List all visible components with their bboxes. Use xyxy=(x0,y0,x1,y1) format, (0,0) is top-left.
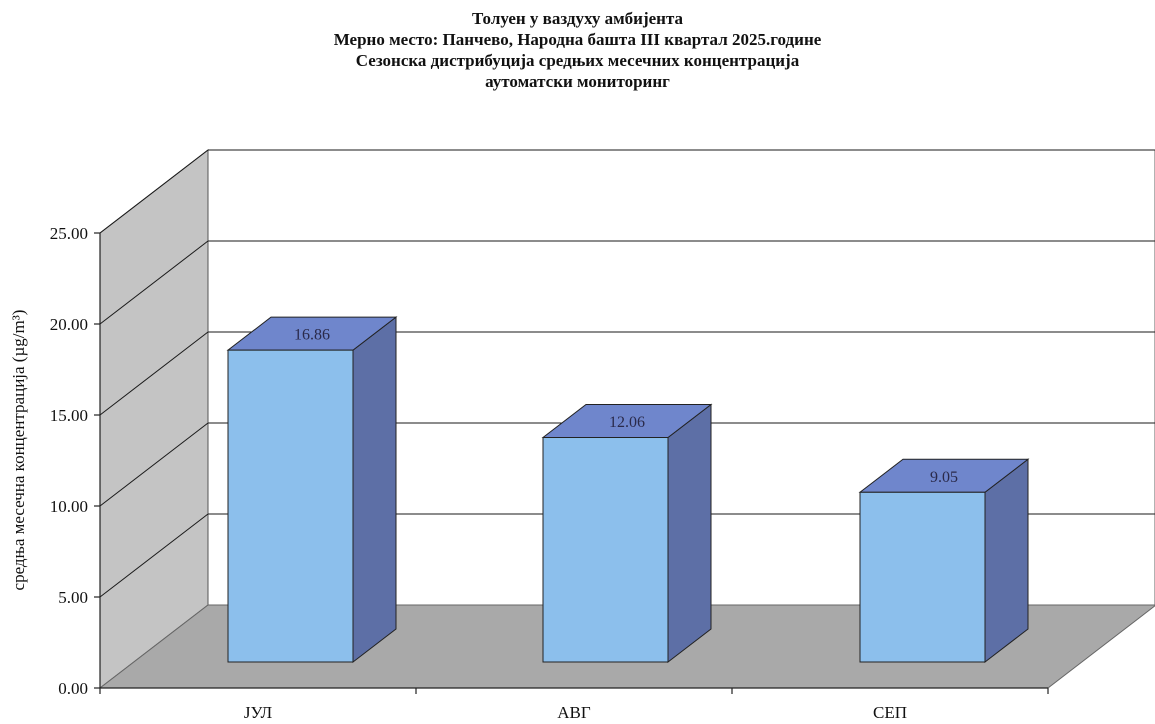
bars xyxy=(226,316,1030,664)
bar-side-face xyxy=(667,403,712,664)
y-tick-label: 5.00 xyxy=(58,588,88,607)
x-category-label: ЈУЛ xyxy=(244,703,273,722)
bar xyxy=(541,403,713,664)
chart-title: Толуен у ваздуху амбијента Мерно место: … xyxy=(0,8,1155,92)
y-axis-label: средња месечна концентрација (µg/m³) xyxy=(9,310,28,591)
y-tick-label: 25.00 xyxy=(50,224,88,243)
gridline-side xyxy=(99,513,209,598)
y-tick-label: 15.00 xyxy=(50,406,88,425)
x-category-label: АВГ xyxy=(557,703,591,722)
gridline-side xyxy=(99,149,209,234)
y-tick-label: 0.00 xyxy=(58,679,88,698)
axes xyxy=(94,232,1049,694)
gridline-side xyxy=(99,331,209,416)
gridline-side xyxy=(99,240,209,325)
y-tick-label: 20.00 xyxy=(50,315,88,334)
bar xyxy=(226,316,398,664)
chart-title-line-1: Толуен у ваздуху амбијента xyxy=(471,9,684,28)
bar-side-face xyxy=(352,316,397,664)
bar-front-face xyxy=(227,349,354,663)
gridline-side xyxy=(99,422,209,507)
chart-title-line-4: аутоматски мониторинг xyxy=(485,72,670,91)
bar-side-face xyxy=(984,458,1029,664)
x-category-label: СЕП xyxy=(873,703,907,722)
y-tick-label: 10.00 xyxy=(50,497,88,516)
bar-data-label: 16.86 xyxy=(294,327,330,344)
chart-side-wall xyxy=(99,148,209,690)
bar-data-label: 9.05 xyxy=(930,469,958,486)
bar xyxy=(858,458,1030,664)
bar-data-label: 12.06 xyxy=(609,414,645,431)
bar-front-face xyxy=(859,491,986,663)
bar-front-face xyxy=(542,437,669,663)
chart-title-line-3: Сезонска дистрибуција средњих месечних к… xyxy=(355,51,800,70)
chart-title-line-2: Мерно место: Панчево, Народна башта III … xyxy=(333,30,822,49)
